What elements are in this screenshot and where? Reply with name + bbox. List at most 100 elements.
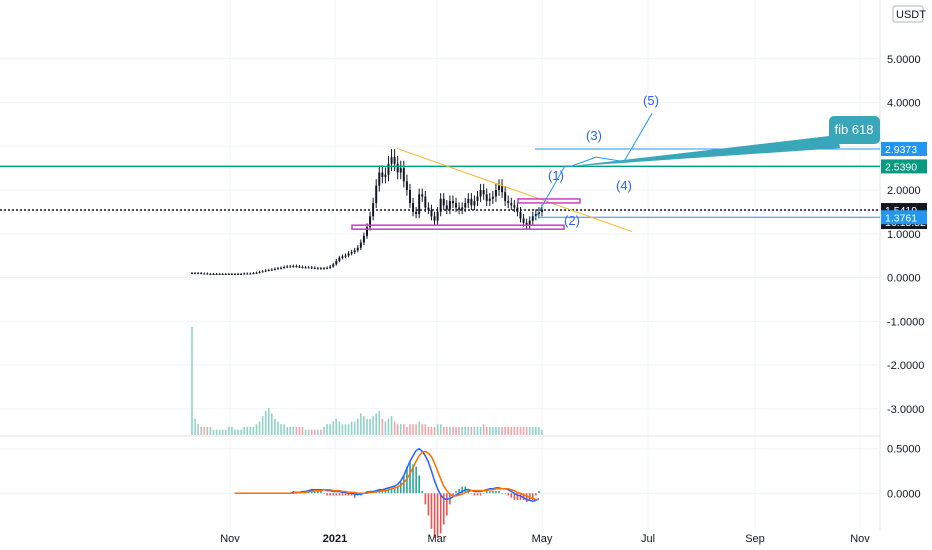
price-candle-body xyxy=(286,266,289,268)
price-candle-body xyxy=(323,268,326,270)
price-candle-body xyxy=(233,274,236,275)
volume-bar xyxy=(261,416,264,435)
price-candle-body xyxy=(246,273,249,275)
macd-histogram-bar xyxy=(498,491,500,494)
price-candle-body xyxy=(316,268,319,270)
price-candle-body xyxy=(415,211,418,215)
volume-bar xyxy=(332,421,335,435)
time-tick-label: Jul xyxy=(641,533,655,545)
volume-bar xyxy=(535,426,537,435)
volume-bar xyxy=(488,426,491,435)
macd-tick-label: 0.0000 xyxy=(887,488,921,500)
price-candle-body xyxy=(280,267,283,269)
volume-bar xyxy=(393,421,396,435)
volume-bar xyxy=(271,413,273,435)
price-candle-body xyxy=(347,253,350,256)
price-badge xyxy=(881,210,927,225)
volume-bar xyxy=(507,426,510,435)
volume-bar xyxy=(366,418,368,435)
price-candle-body xyxy=(218,274,221,275)
volume-bar xyxy=(237,429,239,435)
time-tick-label: Nov xyxy=(220,533,240,545)
price-candle-body xyxy=(230,274,233,275)
price-candle-body xyxy=(464,203,467,208)
volume-bar xyxy=(203,426,206,435)
volume-bar xyxy=(197,424,199,435)
macd-histogram-bar xyxy=(535,493,537,496)
price-candle-body xyxy=(439,198,442,212)
drawing-tools[interactable]: (1) (2) (3) (4) (5) fib 618 xyxy=(0,93,880,233)
volume-bar xyxy=(525,426,528,435)
volume-bar xyxy=(267,408,270,435)
time-tick-label: 2021 xyxy=(323,533,347,545)
price-candle-body xyxy=(430,209,433,217)
volume-bar xyxy=(240,429,242,435)
volume-bar xyxy=(317,429,319,435)
volume-bar xyxy=(252,426,255,435)
volume-bar xyxy=(427,426,430,435)
callout-label: fib 618 xyxy=(834,122,873,137)
volume-bar xyxy=(360,413,362,435)
price-candle-body xyxy=(224,274,227,275)
price-candle-body xyxy=(396,163,399,173)
currency-box xyxy=(892,5,924,23)
price-candle-body xyxy=(350,252,353,254)
macd-histogram-bar xyxy=(323,493,325,494)
volume-bar xyxy=(307,429,310,435)
price-candle-body xyxy=(359,242,362,248)
price-candle-body xyxy=(504,192,507,201)
macd-histogram-bar xyxy=(489,491,491,494)
price-candle-body xyxy=(319,268,322,270)
price-candle-body xyxy=(476,196,479,201)
macd-histogram-bar xyxy=(528,493,531,500)
price-candle-body xyxy=(227,274,230,275)
price-candle-body xyxy=(482,190,485,195)
volume-bars xyxy=(191,327,543,435)
price-candle-body xyxy=(525,222,528,225)
price-candle-body xyxy=(267,270,270,272)
volume-bar xyxy=(206,426,209,435)
price-candle-body xyxy=(249,273,252,275)
volume-bar xyxy=(421,424,424,435)
price-candle-body xyxy=(421,194,424,197)
volume-bar xyxy=(314,429,316,435)
volume-bar xyxy=(246,426,249,435)
volume-bar xyxy=(412,424,414,435)
price-candle-body xyxy=(387,163,390,175)
macd-histogram-bar xyxy=(329,493,331,496)
price-candle-body xyxy=(433,216,436,221)
macd-histogram-bar xyxy=(473,493,476,496)
price-candle-body xyxy=(307,267,310,269)
macd-histogram-bar xyxy=(412,464,414,494)
volume-bar xyxy=(212,429,215,435)
macd-pane xyxy=(234,447,540,538)
macd-histogram-bar xyxy=(482,493,485,494)
volume-bar xyxy=(452,426,454,435)
macd-histogram-bar xyxy=(295,493,298,494)
price-candle-body xyxy=(473,200,476,206)
volume-bar xyxy=(476,426,479,435)
volume-bar xyxy=(356,418,359,435)
macd-histogram-bar xyxy=(479,493,482,496)
macd-histogram-bar xyxy=(442,493,445,525)
macd-histogram-bar xyxy=(492,491,494,494)
macd-histogram-bar xyxy=(387,488,390,494)
macd-line xyxy=(235,450,539,501)
price-candle-body xyxy=(458,207,461,210)
volume-bar xyxy=(418,421,420,435)
volume-bar xyxy=(341,424,344,435)
volume-bar xyxy=(200,426,203,435)
volume-bar xyxy=(430,426,433,435)
price-candle-body xyxy=(194,273,197,275)
macd-histogram-bar xyxy=(350,493,353,496)
macd-histogram-bar xyxy=(347,493,350,496)
macd-histogram-bar xyxy=(421,491,424,494)
price-candle-body xyxy=(498,185,500,190)
price-candle-body xyxy=(310,267,313,269)
volume-bar xyxy=(249,426,252,435)
price-candle-body xyxy=(436,211,439,221)
macd-histogram-bar xyxy=(504,493,506,494)
volume-bar xyxy=(304,429,307,435)
volume-bar xyxy=(209,426,212,435)
